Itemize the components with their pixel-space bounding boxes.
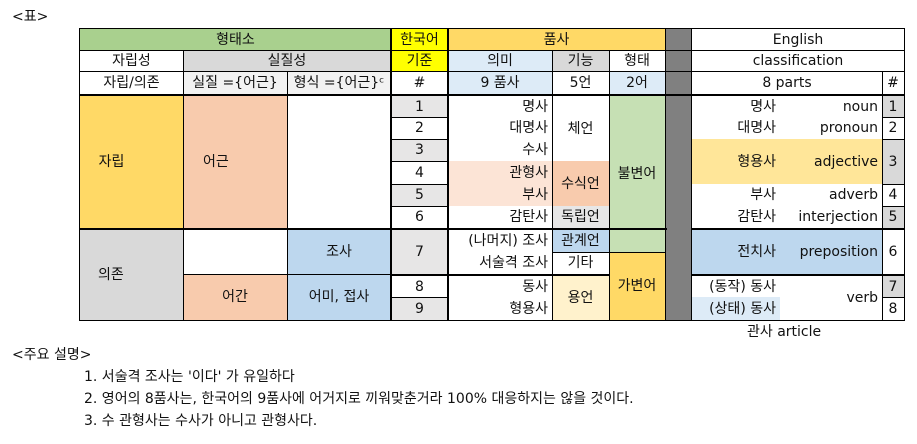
header-real: 실질 ={어근} (183, 71, 287, 94)
en-num: 2 (888, 120, 898, 136)
ko-num: 5 (391, 184, 448, 206)
en-ko: 부사 (750, 187, 776, 203)
header-pos: 품사 (448, 29, 665, 50)
fn-predicate: 용언 (552, 276, 609, 320)
en-num: 1 (882, 96, 904, 117)
ko-pos: 대명사 (509, 120, 548, 136)
ko-pos: 관형사 (448, 161, 552, 184)
fn-relational: 관계언 (552, 230, 609, 252)
separator-column (666, 29, 692, 321)
cell-particle: 조사 (287, 230, 391, 274)
ko-pos: 수사 (522, 142, 548, 158)
note-item: 2. 영어의 8품사는, 한국어의 9품사에 어거지로 끼워맞춘거라 100% … (84, 391, 634, 407)
en-ko: (동작) 동사 (709, 278, 776, 295)
cell-empty-formal (287, 96, 391, 228)
cell-stem: 어간 (183, 274, 287, 320)
en-ko: 명사 (750, 98, 776, 115)
header-five: 5언 (552, 71, 609, 94)
en-pos: verb (846, 290, 878, 306)
en-pos: adverb (828, 187, 878, 203)
en-ko: 대명사 (737, 120, 776, 136)
en-ko: 형용사 (692, 139, 780, 184)
ko-num: 7 (391, 230, 448, 274)
fn-other: 기타 (552, 252, 609, 274)
en-ko: (상태) 동사 (692, 297, 780, 320)
header-substantiality: 실질성 (183, 50, 391, 71)
header-function: 기능 (552, 50, 609, 71)
fn-independent: 독립언 (552, 206, 609, 228)
en-num: 6 (888, 244, 898, 260)
ko-num: 4 (391, 161, 448, 184)
header-classification: classification (752, 52, 844, 69)
en-pos: preposition (780, 230, 882, 274)
header-eight-parts: 8 parts (762, 74, 812, 91)
en-ko: 감탄사 (737, 209, 776, 225)
ko-pos: 명사 (522, 98, 548, 115)
en-num: 3 (882, 139, 904, 184)
cell-independent: 자립 (80, 96, 183, 228)
ko-num: 1 (391, 96, 448, 117)
header-morpheme: 형태소 (80, 29, 391, 50)
note-item: 3. 수 관형사는 수사가 아니고 관형사다. (84, 413, 318, 429)
table-heading: <표> (12, 9, 49, 25)
ko-pos: 부사 (448, 184, 552, 206)
cell-ending: 어미, 접사 (287, 274, 391, 320)
header-num: # (391, 71, 448, 94)
form-invariable: 불변어 (609, 96, 665, 252)
header-meaning: 의미 (448, 50, 552, 71)
header-en-num: # (887, 74, 899, 91)
header-standard: 기준 (391, 50, 448, 71)
header-two: 2어 (609, 71, 665, 94)
en-pos: adjective (780, 139, 882, 184)
ko-pos: 형용사 (509, 300, 548, 317)
cell-root: 어근 (183, 96, 287, 228)
ko-num: 6 (391, 206, 448, 228)
ko-num: 9 (391, 297, 448, 320)
en-num: 5 (882, 206, 904, 228)
ko-num: 8 (391, 276, 448, 297)
header-independence: 자립성 (80, 50, 183, 71)
ko-pos: 서술격 조사 (479, 255, 548, 271)
note-item: 1. 서술격 조사는 '이다' 가 유일하다 (84, 369, 295, 385)
en-pos: interjection (798, 209, 878, 225)
en-num: 7 (882, 276, 904, 297)
cell-dependent: 의존 (80, 230, 183, 320)
header-nine-pos: 9 품사 (448, 71, 552, 94)
fn-substantive: 체언 (552, 96, 609, 161)
article-note: 관사 article (747, 324, 822, 340)
en-pos: pronoun (819, 120, 878, 136)
en-ko: 전치사 (692, 230, 780, 274)
ko-pos: (나머지) 조사 (468, 233, 548, 249)
en-num: 4 (888, 187, 898, 203)
notes-title: <주요 설명> (12, 347, 92, 363)
header-korean: 한국어 (391, 29, 448, 50)
header-formal: 형식 ={어근}ᶜ (287, 71, 391, 94)
ko-num: 3 (391, 139, 448, 161)
header-form: 형태 (609, 50, 665, 71)
ko-pos: 동사 (522, 278, 548, 295)
header-english: English (772, 31, 824, 48)
en-num: 8 (888, 300, 898, 317)
ko-num: 2 (391, 117, 448, 139)
fn-modifier: 수식언 (552, 161, 609, 206)
ko-pos: 감탄사 (509, 209, 548, 225)
header-indep-dep: 자립/의존 (80, 71, 183, 94)
form-variable: 가변어 (609, 252, 665, 320)
en-pos: noun (842, 98, 878, 115)
cell-empty-real (183, 230, 287, 274)
